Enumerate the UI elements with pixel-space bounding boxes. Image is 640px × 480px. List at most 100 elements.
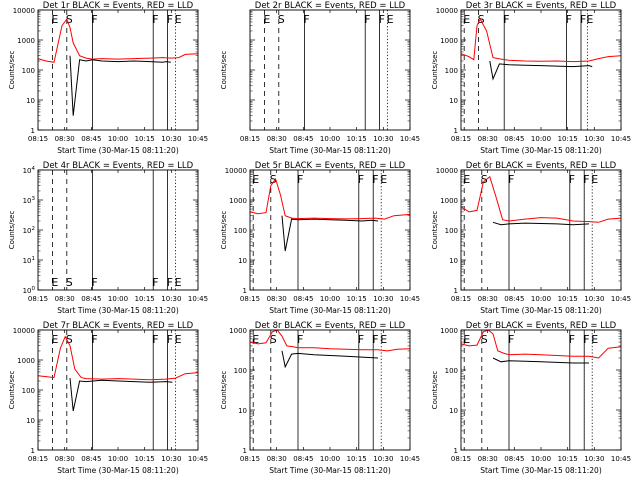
lld-series-line [460,17,622,63]
time-marker-label: E [175,333,182,346]
time-marker-label: E [380,333,387,346]
x-tick-label: 10:45 [611,135,631,143]
x-tick-label: 08:30 [267,455,287,463]
y-axis-label: Counts/sec [220,51,228,90]
y-tick-label: 1 [243,447,247,455]
x-axis-label: Start Time (30-Mar-15 08:11:20) [480,306,602,315]
time-marker-label: F [303,13,309,26]
time-marker-label: E [51,333,58,346]
x-tick-label: 10:45 [188,295,208,303]
x-tick-label: 08:45 [293,295,313,303]
x-tick-label: 08:15 [28,295,48,303]
time-marker-label: F [566,13,572,26]
x-tick-label: 10:30 [373,455,393,463]
time-marker-label: S [270,333,277,346]
events-series-line [492,357,589,364]
plot-frame [249,329,411,451]
time-marker-label: E [175,13,182,26]
y-axis-label: Counts/sec [431,371,439,410]
x-tick-label: 10:00 [108,135,128,143]
time-marker-label: S [481,333,488,346]
time-marker-label: F [583,173,589,186]
time-marker-label: E [51,13,58,26]
y-tick-label: 100 [445,367,458,375]
time-marker-label: F [503,13,509,26]
time-marker-label: E [51,276,58,289]
time-marker-label: F [297,333,303,346]
y-axis-label: Counts/sec [431,211,439,250]
time-marker-label: S [66,13,73,26]
time-marker-label: F [508,173,514,186]
panel-title: Det 1r BLACK = Events, RED = LLD [43,1,194,11]
plot-frame [37,329,199,451]
x-axis-label: Start Time (30-Mar-15 08:11:20) [480,146,602,155]
y-tick-label: 1 [454,447,458,455]
x-tick-label: 10:30 [161,455,181,463]
x-tick-label: 10:00 [531,295,551,303]
time-marker-label: E [591,173,598,186]
events-series-line [69,55,171,116]
time-marker-label: F [167,333,173,346]
y-tick-label: 10 [238,407,247,415]
time-marker-label: F [167,13,173,26]
y-tick-label: 100 [23,286,36,295]
x-tick-label: 10:30 [373,295,393,303]
x-tick-label: 10:15 [347,135,367,143]
time-marker-label: S [66,333,73,346]
time-marker-label: F [167,276,173,289]
time-marker-label: E [387,13,394,26]
x-tick-label: 08:30 [267,295,287,303]
chart-panel-1: Det 1r BLACK = Events, RED = LLD Counts/s… [8,1,208,155]
x-tick-label: 08:30 [478,135,498,143]
y-tick-label: 10 [449,257,458,265]
chart-panel-8: Det 8r BLACK = Events, RED = LLD Counts/s… [220,321,420,475]
plot-frame [460,9,622,131]
time-marker-label: S [481,173,488,186]
x-tick-label: 10:00 [531,455,551,463]
x-tick-label: 08:15 [451,135,471,143]
lld-series-line [37,17,199,63]
panel-title: Det 3r BLACK = Events, RED = LLD [466,1,617,11]
chart-panel-6: Det 6r BLACK = Events, RED = LLD Counts/s… [431,161,631,315]
x-tick-label: 08:15 [28,135,48,143]
x-tick-label: 10:15 [135,455,155,463]
time-marker-label: S [66,276,73,289]
x-tick-label: 10:30 [373,135,393,143]
events-series-line [281,350,379,369]
time-marker-label: F [91,13,97,26]
x-tick-label: 10:15 [558,295,578,303]
x-tick-label: 08:30 [267,135,287,143]
y-axis-label: Counts/sec [8,371,16,410]
time-marker-label: E [463,333,470,346]
time-marker-label: F [91,276,97,289]
y-tick-label: 1 [454,127,458,135]
y-axis-label: Counts/sec [220,371,228,410]
x-tick-label: 10:45 [400,455,420,463]
y-axis-label: Counts/sec [8,51,16,90]
x-tick-label: 10:00 [531,135,551,143]
x-tick-label: 08:45 [81,295,101,303]
y-tick-label: 1000 [440,37,458,45]
x-tick-label: 08:15 [240,295,260,303]
x-tick-label: 08:15 [451,455,471,463]
x-tick-label: 10:15 [135,295,155,303]
y-tick-label: 1000 [17,357,35,365]
panel-title: Det 8r BLACK = Events, RED = LLD [255,321,406,331]
x-tick-label: 10:00 [320,135,340,143]
events-series-line [281,215,379,252]
x-tick-label: 10:45 [188,135,208,143]
time-marker-label: F [358,333,364,346]
lld-series-line [460,175,622,223]
plot-frame [460,329,622,451]
time-marker-label: F [569,173,575,186]
y-tick-label: 1 [243,287,247,295]
y-tick-label: 101 [23,256,35,265]
x-tick-label: 10:45 [611,455,631,463]
x-tick-label: 10:00 [108,295,128,303]
events-series-line [69,378,173,412]
panel-title: Det 5r BLACK = Events, RED = LLD [255,161,406,171]
x-tick-label: 08:45 [504,135,524,143]
y-axis-label: Counts/sec [220,211,228,250]
plot-frame [37,169,199,291]
